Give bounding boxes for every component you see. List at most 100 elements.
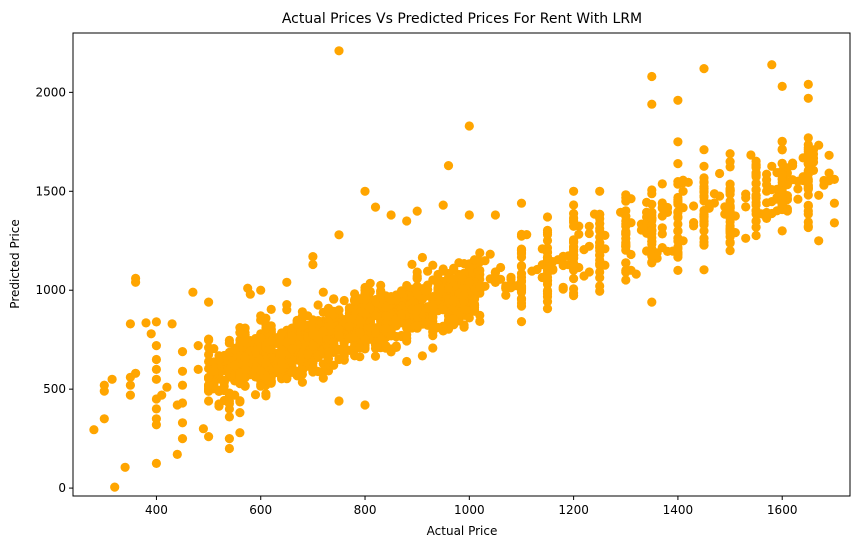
scatter-point <box>282 277 292 287</box>
scatter-point <box>647 236 657 246</box>
scatter-point <box>542 212 553 222</box>
scatter-point <box>459 269 469 279</box>
scatter-point <box>350 295 360 306</box>
scatter-point <box>417 351 427 361</box>
x-tick-label: 600 <box>249 503 272 517</box>
scatter-point <box>657 179 667 189</box>
scatter-point <box>240 334 250 345</box>
scatter-point <box>621 211 631 221</box>
scatter-point <box>542 253 553 263</box>
scatter-point <box>224 434 234 444</box>
scatter-point <box>699 64 709 74</box>
scatter-point <box>762 186 772 196</box>
scatter-point <box>673 219 683 229</box>
scatter-point <box>235 328 245 338</box>
scatter-point <box>360 186 370 196</box>
scatter-point <box>417 252 427 263</box>
scatter-point <box>318 326 328 336</box>
scatter-point <box>449 263 459 273</box>
plot-frame <box>72 32 851 497</box>
scatter-point <box>308 315 318 325</box>
scatter-point <box>287 344 297 354</box>
scatter-point <box>412 281 422 291</box>
scatter-point <box>803 217 813 227</box>
scatter-point <box>308 252 318 262</box>
scatter-point <box>569 186 579 196</box>
scatter-point <box>803 93 813 103</box>
scatter-point <box>151 374 161 384</box>
scatter-point <box>297 365 307 375</box>
scatter-point <box>297 377 307 387</box>
scatter-point <box>459 290 469 300</box>
scatter-point <box>673 226 683 236</box>
scatter-point <box>542 272 553 282</box>
scatter-point <box>370 202 381 212</box>
scatter-point <box>151 414 161 424</box>
scatter-point <box>323 347 334 357</box>
scatter-point <box>204 343 214 353</box>
scatter-point <box>725 186 735 196</box>
y-tick-label: 2000 <box>35 85 66 99</box>
scatter-point <box>569 209 579 219</box>
scatter-point <box>250 390 261 400</box>
scatter-point <box>433 289 443 299</box>
scatter-point <box>725 157 735 167</box>
x-tick-label: 1400 <box>663 503 694 517</box>
scatter-point <box>355 352 365 362</box>
scatter-point <box>381 311 391 321</box>
scatter-point <box>412 289 422 299</box>
scatter-point <box>475 281 485 291</box>
scatter-point <box>683 177 693 187</box>
y-axis: 0 500 1000 1500 2000 <box>35 85 73 495</box>
scatter-point <box>704 199 714 209</box>
scatter-point <box>177 418 188 428</box>
scatter-point <box>689 218 699 228</box>
scatter-point <box>464 313 474 323</box>
scatter-point <box>803 190 813 200</box>
scatter-point <box>803 158 813 169</box>
scatter-point <box>803 133 813 143</box>
scatter-point <box>329 360 339 370</box>
scatter-point <box>709 189 720 199</box>
scatter-point <box>725 228 735 238</box>
scatter-point <box>569 200 579 210</box>
scatter-point <box>803 206 813 216</box>
scatter-point <box>647 185 657 195</box>
scatter-point <box>355 328 365 338</box>
scatter-point <box>595 186 605 196</box>
scatter-point <box>412 304 422 314</box>
scatter-point <box>344 333 354 344</box>
scatter-point <box>527 266 537 276</box>
scatter-point <box>699 265 709 275</box>
scatter-point <box>490 275 500 285</box>
scatter-point <box>370 343 381 353</box>
x-tick-label: 1600 <box>767 503 798 517</box>
scatter-point <box>193 364 203 374</box>
scatter-point <box>699 161 709 171</box>
scatter-point <box>595 218 605 229</box>
scatter-point <box>125 390 135 400</box>
scatter-point <box>579 271 589 281</box>
scatter-point <box>412 206 422 216</box>
scatter-point <box>224 338 234 348</box>
scatter-point <box>459 304 469 314</box>
scatter-point <box>386 347 396 357</box>
scatter-point <box>751 216 761 226</box>
scatter-point <box>803 140 813 150</box>
scatter-point <box>376 334 386 344</box>
scatter-point <box>542 225 553 235</box>
scatter-point <box>219 377 229 387</box>
scatter-point <box>177 366 188 376</box>
y-tick-label: 0 <box>58 481 66 495</box>
scatter-point <box>157 390 167 400</box>
scatter-point <box>767 60 777 70</box>
scatter-point <box>443 161 454 171</box>
scatter-point <box>516 269 527 279</box>
scatter-point <box>777 186 787 196</box>
scatter-point <box>485 249 495 259</box>
scatter-point <box>793 176 803 186</box>
scatter-point <box>490 210 500 220</box>
scatter-point <box>365 278 375 288</box>
scatter-point <box>313 300 323 310</box>
scatter-point <box>355 342 365 353</box>
